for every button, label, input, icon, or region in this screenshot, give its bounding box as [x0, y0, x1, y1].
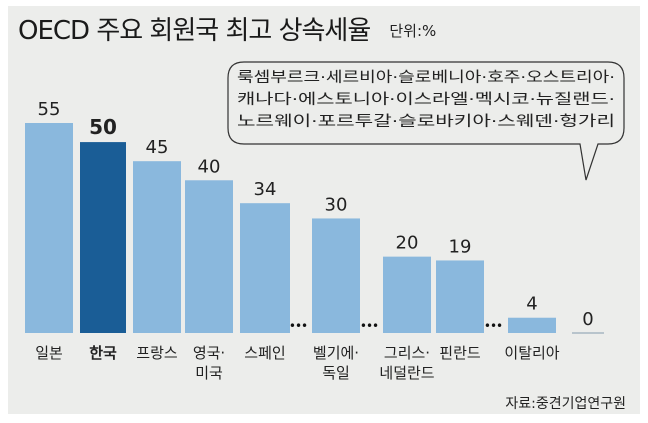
bar — [185, 180, 233, 333]
tick-label: 미국 — [195, 364, 223, 382]
tick-label: 독일 — [322, 364, 350, 382]
callout-text-line: 노르웨이·포르투갈·슬로바키아·스웨덴·헝가리 — [237, 113, 615, 130]
tick-label: 일본 — [35, 344, 63, 362]
tick-label: 프랑스 — [136, 344, 178, 362]
bar — [240, 203, 290, 333]
tick-label: 네덜란드 — [379, 364, 434, 382]
tick-label: 한국 — [89, 344, 117, 362]
tick-label: 영국· — [193, 344, 225, 362]
bar — [312, 218, 360, 333]
bar — [436, 260, 484, 333]
bar — [133, 161, 181, 333]
tick-label: 스페인 — [244, 344, 285, 362]
unit-label: 단위:% — [389, 22, 437, 40]
callout-text-line: 캐나다·에스토니아·이스라엘·멕시코·뉴질랜드· — [237, 91, 615, 108]
data-label: 45 — [146, 137, 169, 158]
callout-bubble — [227, 61, 625, 181]
gap-marker: ••• — [484, 319, 502, 333]
data-label: 50 — [89, 115, 117, 139]
data-label: 19 — [449, 236, 472, 257]
source-note: 자료:중견기업연구원 — [505, 396, 626, 412]
data-label: 20 — [396, 233, 419, 254]
data-label: 0 — [582, 309, 593, 330]
tick-label: 그리스· — [384, 344, 430, 362]
data-label: 4 — [526, 294, 537, 315]
data-label: 34 — [254, 179, 277, 200]
bar — [80, 142, 126, 333]
tick-label: 이탈리아 — [504, 344, 559, 362]
chart-title: OECD 주요 회원국 최고 상속세율 — [18, 16, 371, 46]
data-label: 55 — [38, 99, 61, 120]
tick-label: 벨기에· — [313, 344, 359, 362]
bar — [25, 123, 73, 333]
gap-marker: ••• — [289, 319, 307, 333]
chart-header: OECD 주요 회원국 최고 상속세율 단위:% — [18, 10, 436, 47]
bar — [383, 256, 431, 333]
data-label: 30 — [325, 194, 348, 215]
callout-text-line: 룩셈부르크·세르비아·슬로베니아·호주·오스트리아· — [237, 69, 615, 86]
data-label: 40 — [198, 156, 221, 177]
bar — [508, 317, 556, 333]
gap-marker: ••• — [360, 319, 378, 333]
tick-label: 핀란드 — [439, 344, 481, 362]
